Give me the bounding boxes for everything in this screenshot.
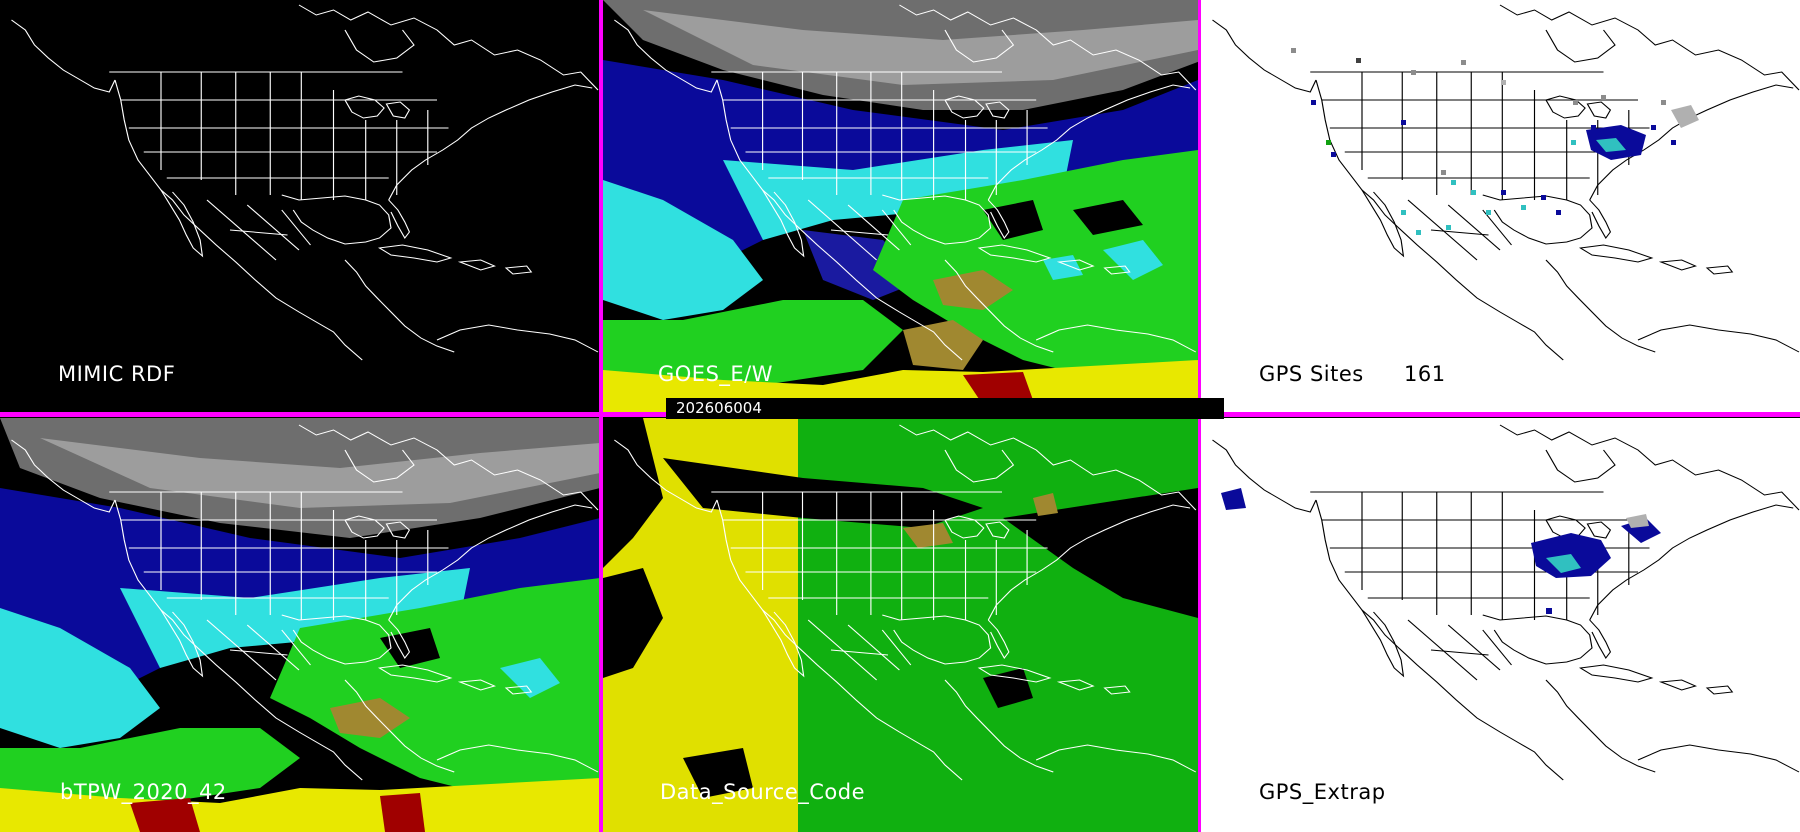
- panel-label-goes-ew: GOES_E/W: [658, 362, 774, 386]
- btpw-map: [0, 418, 600, 832]
- panel-mimic-rdf: MIMIC RDF: [0, 0, 600, 412]
- gps-sites-count: 161: [1404, 362, 1446, 386]
- mimic-rdf-map: [10, 4, 599, 361]
- panel-label-gps-sites: GPS Sites: [1259, 362, 1364, 386]
- panel-goes-ew: GOES_E/W: [603, 0, 1198, 412]
- panel-gps-sites: GPS Sites 161: [1201, 0, 1800, 412]
- divider-vertical-left: [599, 0, 603, 832]
- panel-gps-extrap: GPS_Extrap: [1201, 418, 1800, 832]
- panel-label-mimic-rdf: MIMIC RDF: [58, 362, 176, 386]
- gps-sites-map: [1211, 4, 1800, 361]
- goes-ew-tpw-map: [603, 0, 1198, 412]
- panel-label-btpw: bTPW_2020_42: [60, 780, 227, 804]
- panel-label-gps-extrap: GPS_Extrap: [1259, 780, 1386, 804]
- data-source-code-map: [603, 418, 1198, 832]
- timestamp-label: 202606004: [666, 398, 1224, 419]
- panel-data-source-code: Data_Source_Code: [603, 418, 1198, 832]
- gps-extrap-map: [1211, 424, 1800, 781]
- panel-label-data-source-code: Data_Source_Code: [660, 780, 866, 804]
- panel-btpw: bTPW_2020_42: [0, 418, 600, 832]
